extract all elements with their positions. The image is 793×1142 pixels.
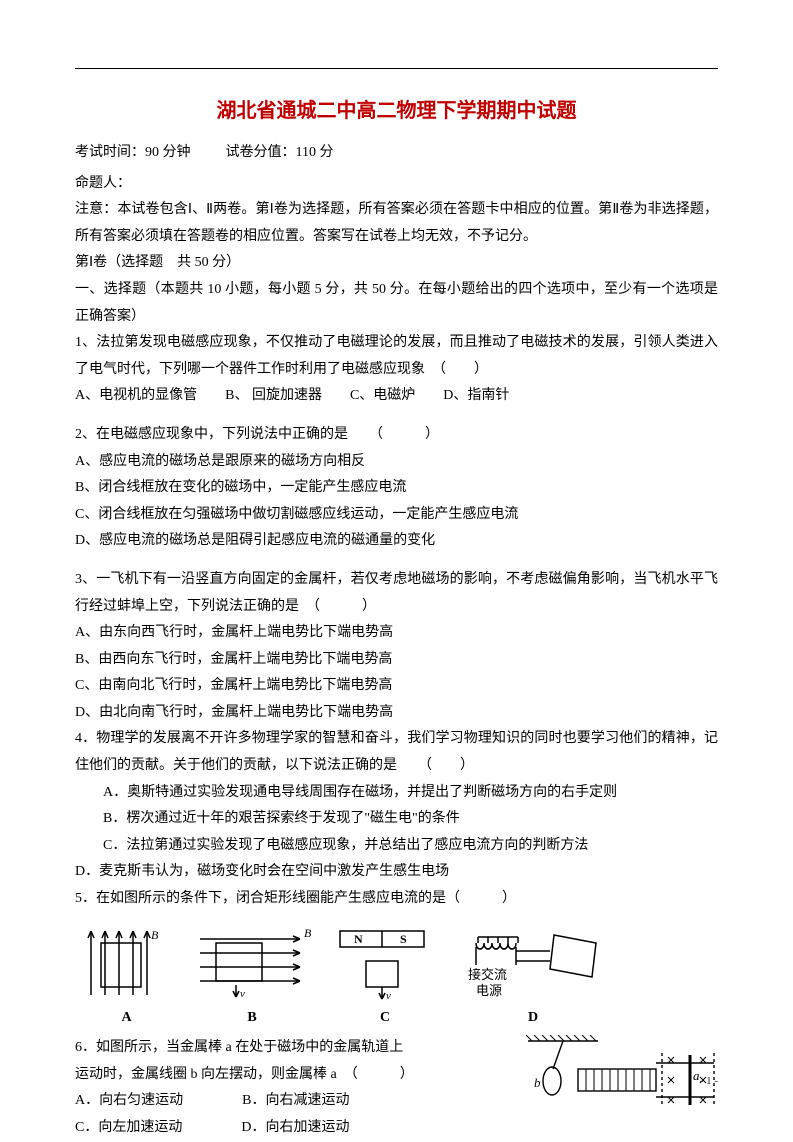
q6-opt-c: C．向左加速运动 [75,1120,182,1135]
q6-opt-a: A．向右匀速运动 [75,1093,183,1108]
q6-opt-d: D．向右加速运动 [241,1120,349,1135]
q5-stem: 5．在如图所示的条件下，闭合矩形线圈能产生感应电流的是（ ） [75,886,718,913]
q6-block: 6．如图所示，当金属棒 a 在处于磁场中的金属轨道上 运动时，金属线圈 b 向左… [75,1035,718,1141]
page-number: - 1 - [700,1071,718,1092]
q6-l4: C．向左加速运动 D．向右加速运动 [75,1115,458,1142]
fig-b: B v B [192,925,312,1032]
q3-a: A、由东向西飞行时，金属杆上端电势比下端电势高 [75,620,718,647]
q4-b: B．楞次通过近十年的艰苦探索终于发现了"磁生电"的条件 [75,806,718,833]
s-label: S [400,932,407,946]
q1-stem: 1、法拉第发现电磁感应现象，不仅推动了电磁理论的发展，而且推动了电磁技术的发展，… [75,330,718,383]
q2-a: A、感应电流的磁场总是跟原来的磁场方向相反 [75,449,718,476]
v-label: v [240,988,245,1000]
fig-d-label: D [528,1005,538,1032]
fig-c-label: C [380,1005,390,1032]
q3-b: B、由西向东飞行时，金属杆上端电势比下端电势高 [75,647,718,674]
q6-l2: 运动时，金属线圈 b 向左摆动，则金属棒 a （ ） [75,1062,458,1089]
q4-a: A．奥斯特通过实验发现通电导线周围存在磁场，并提出了判断磁场方向的右手定则 [75,780,718,807]
q6-figure: b a [468,1035,718,1121]
q3-d: D、由北向南飞行时，金属杆上端电势比下端电势高 [75,700,718,727]
fig-c: N S v C [330,925,440,1032]
svg-text:B: B [304,926,312,940]
top-rule [75,68,718,69]
q5-figures: B A B v B N [79,925,718,1032]
fig-d: 接交流 电源 D [458,925,608,1032]
exam-meta: 考试时间：90 分钟 试卷分值：110 分 [75,140,718,167]
exam-title: 湖北省通城二中高二物理下学期期中试题 [75,92,718,130]
svg-text:v: v [386,990,391,1002]
b-label: b [534,1075,541,1090]
time-label: 考试时间：90 分钟 [75,145,191,160]
q2-b: B、闭合线框放在变化的磁场中，一定能产生感应电流 [75,475,718,502]
q6-l3: A．向右匀速运动 B．向右减速运动 [75,1088,458,1115]
q2-c: C、闭合线框放在匀强磁场中做切割磁感应线运动，一定能产生感应电流 [75,502,718,529]
q2-stem: 2、在电磁感应现象中，下列说法中正确的是 （ ） [75,422,718,449]
n-label: N [354,932,363,946]
section1: 第Ⅰ卷（选择题 共 50 分） [75,250,718,277]
q4-stem: 4．物理学的发展离不开许多物理学家的智慧和奋斗，我们学习物理知识的同时也要学习他… [75,726,718,779]
fig-a: B A [79,925,174,1032]
fig-b-label: B [247,1005,256,1032]
q6-l1: 6．如图所示，当金属棒 a 在处于磁场中的金属轨道上 [75,1035,458,1062]
q4-c: C．法拉第通过实验发现了电磁感应现象，并总结出了感应电流方向的判断方法 [75,833,718,860]
fig-a-label: A [121,1005,131,1032]
notice: 注意：本试卷包含Ⅰ、Ⅱ两卷。第Ⅰ卷为选择题，所有答案必须在答题卡中相应的位置。第… [75,197,718,250]
ac-label-2: 电源 [476,983,502,998]
q3-stem: 3、一飞机下有一沿竖直方向固定的金属杆，若仅考虑地磁场的影响，不考虑磁偏角影响，… [75,567,718,620]
svg-text:B: B [151,928,159,942]
part1: 一、选择题（本题共 10 小题，每小题 5 分，共 50 分。在每小题给出的四个… [75,277,718,330]
q4-d: D．麦克斯韦认为，磁场变化时会在空间中激发产生感生电场 [75,859,718,886]
q3-c: C、由南向北飞行时，金属杆上端电势比下端电势高 [75,673,718,700]
score-label: 试卷分值：110 分 [226,145,334,160]
q1-opts: A、电视机的显像管 B、 回旋加速器 C、电磁炉 D、指南针 [75,383,718,410]
q6-opt-b: B．向右减速运动 [242,1093,349,1108]
ac-label-1: 接交流 [468,967,507,982]
q2-d: D、感应电流的磁场总是阻碍引起感应电流的磁通量的变化 [75,528,718,555]
author-line: 命题人： [75,171,718,198]
